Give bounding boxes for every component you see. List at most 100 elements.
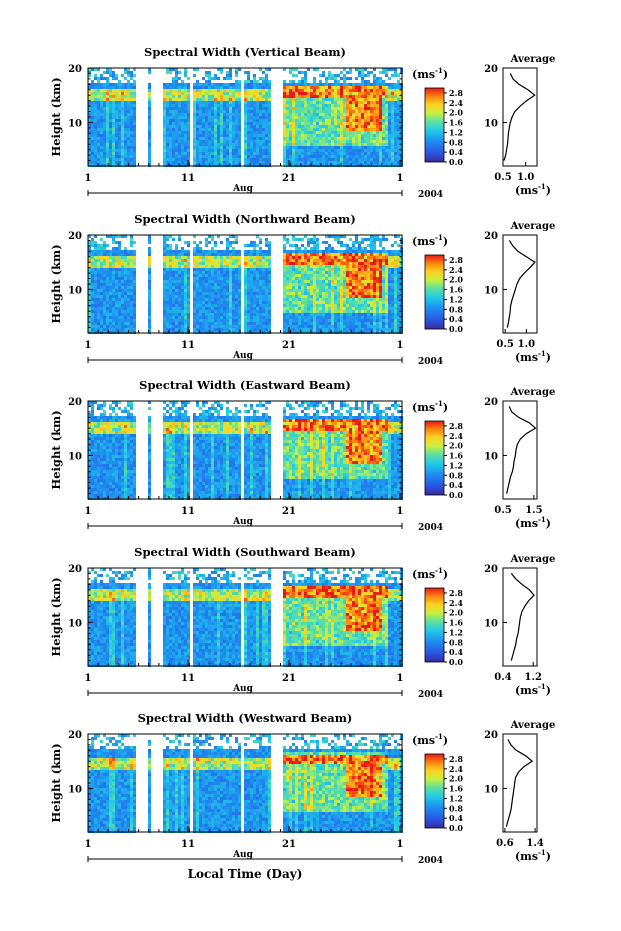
- average-title: Average: [510, 387, 556, 398]
- average-y-tick-label: 10: [484, 618, 498, 629]
- colorbar: [424, 420, 445, 496]
- x-tick-label: 11: [181, 673, 195, 684]
- average-x-tick-label: 0.5: [494, 505, 511, 516]
- colorbar-tick-label: 1.2: [449, 793, 463, 803]
- x-tick-label: 1: [85, 839, 92, 850]
- colorbar-tick-label: 1.6: [449, 118, 463, 128]
- average-x-tick-label: 0.5: [496, 339, 513, 350]
- heatmap-cells: [88, 235, 403, 334]
- x-tick-label: 1: [397, 506, 404, 517]
- average-x-tick-label: 1.0: [517, 172, 534, 183]
- x-tick-label: 1: [397, 673, 404, 684]
- colorbar-tick-label: 2.4: [449, 98, 463, 108]
- average-title: Average: [510, 221, 556, 232]
- y-tick-label: 20: [68, 64, 82, 75]
- heatmap-cells: [88, 734, 403, 833]
- year-label: 2004: [418, 357, 443, 367]
- y-tick-label: 10: [68, 618, 82, 629]
- average-x-tick-label: 1.4: [526, 838, 543, 849]
- heatmap-cells: [88, 68, 403, 167]
- month-label: Aug: [232, 184, 254, 194]
- average-y-tick-label: 20: [484, 730, 498, 741]
- average-y-tick-label: 10: [484, 285, 498, 296]
- colorbar-tick-label: 1.2: [449, 627, 463, 637]
- colorbar-tick-label: 2.8: [449, 588, 463, 598]
- colorbar-tick-label: 2.4: [449, 764, 463, 774]
- panel-3: Spectral Width (Eastward Beam) 10 20 Height…: [49, 378, 555, 533]
- average-y-tick-label: 20: [484, 64, 498, 75]
- y-tick-label: 10: [68, 784, 82, 795]
- average-frame: [502, 234, 538, 334]
- colorbar-tick-label: 0.4: [449, 314, 463, 324]
- x-tick-label: 21: [282, 506, 296, 517]
- average-x-label: (ms-1): [515, 349, 551, 364]
- y-axis-label: Height (km): [49, 743, 63, 822]
- colorbar-tick-label: 1.6: [449, 451, 463, 461]
- colorbar-tick-label: 0.8: [449, 470, 463, 480]
- colorbar-tick-label: 1.2: [449, 460, 463, 470]
- colorbar-tick-label: 0.4: [449, 813, 463, 823]
- colorbar-tick-label: 0.8: [449, 803, 463, 813]
- average-x-label: (ms-1): [515, 682, 551, 697]
- x-tick-label: 11: [181, 173, 195, 184]
- average-x-label: (ms-1): [515, 182, 551, 197]
- colorbar-tick-label: 2.0: [449, 275, 463, 285]
- y-axis-label: Height (km): [49, 410, 63, 489]
- panel-2: Spectral Width (Northward Beam) 10 20 Heigh…: [49, 212, 555, 367]
- colorbar-tick-label: 1.2: [449, 127, 463, 137]
- year-label: 2004: [418, 690, 443, 700]
- panel-title: Spectral Width (Westward Beam): [138, 711, 353, 725]
- colorbar-unit: (ms-1): [412, 233, 448, 248]
- x-tick-label: 21: [282, 673, 296, 684]
- colorbar-tick-label: 0.4: [449, 480, 463, 490]
- y-tick-label: 10: [68, 285, 82, 296]
- colorbar-tick-label: 2.4: [449, 598, 463, 608]
- average-y-tick-label: 10: [484, 451, 498, 462]
- panel-title: Spectral Width (Southward Beam): [134, 545, 356, 559]
- average-frame: [502, 567, 538, 667]
- y-axis-label: Height (km): [49, 77, 63, 156]
- colorbar-unit: (ms-1): [412, 399, 448, 414]
- colorbar-tick-label: 0.8: [449, 137, 463, 147]
- average-frame: [502, 400, 538, 500]
- x-tick-label: 21: [282, 839, 296, 850]
- panel-title: Spectral Width (Vertical Beam): [144, 45, 346, 59]
- average-x-tick-label: 0.5: [494, 172, 511, 183]
- colorbar-tick-label: 1.6: [449, 784, 463, 794]
- average-y-tick-label: 10: [484, 118, 498, 129]
- average-frame: [502, 733, 538, 833]
- x-tick-label: 1: [397, 340, 404, 351]
- average-profile-line: [503, 73, 536, 161]
- y-tick-label: 20: [68, 397, 82, 408]
- x-axis-title: Local Time (Day): [188, 867, 303, 881]
- heatmap-cells: [88, 568, 403, 667]
- x-tick-label: 1: [85, 506, 92, 517]
- colorbar-tick-label: 2.0: [449, 108, 463, 118]
- colorbar-unit: (ms-1): [412, 66, 448, 81]
- colorbar-tick-label: 0.8: [449, 304, 463, 314]
- colorbar: [424, 587, 445, 663]
- average-profile-line: [510, 573, 535, 661]
- y-tick-label: 10: [68, 118, 82, 129]
- colorbar-tick-label: 0.4: [449, 147, 463, 157]
- panel-title: Spectral Width (Northward Beam): [134, 212, 356, 226]
- panel-4: Spectral Width (Southward Beam) 10 20 Heigh…: [49, 545, 555, 700]
- average-x-tick-label: 1.0: [518, 339, 535, 350]
- average-profile-line: [505, 739, 534, 827]
- colorbar-tick-label: 0.0: [449, 157, 463, 167]
- colorbar: [424, 87, 445, 163]
- colorbar-tick-label: 0.8: [449, 637, 463, 647]
- x-tick-label: 21: [282, 340, 296, 351]
- average-x-tick-label: 1.2: [525, 672, 542, 683]
- average-y-tick-label: 20: [484, 397, 498, 408]
- colorbar-tick-label: 0.4: [449, 647, 463, 657]
- colorbar-tick-label: 2.0: [449, 608, 463, 618]
- x-tick-label: 1: [85, 173, 92, 184]
- y-axis-label: Height (km): [49, 244, 63, 323]
- x-tick-label: 1: [85, 340, 92, 351]
- year-label: 2004: [418, 523, 443, 533]
- year-label: 2004: [418, 856, 443, 866]
- colorbar-tick-label: 1.6: [449, 618, 463, 628]
- y-tick-label: 10: [68, 451, 82, 462]
